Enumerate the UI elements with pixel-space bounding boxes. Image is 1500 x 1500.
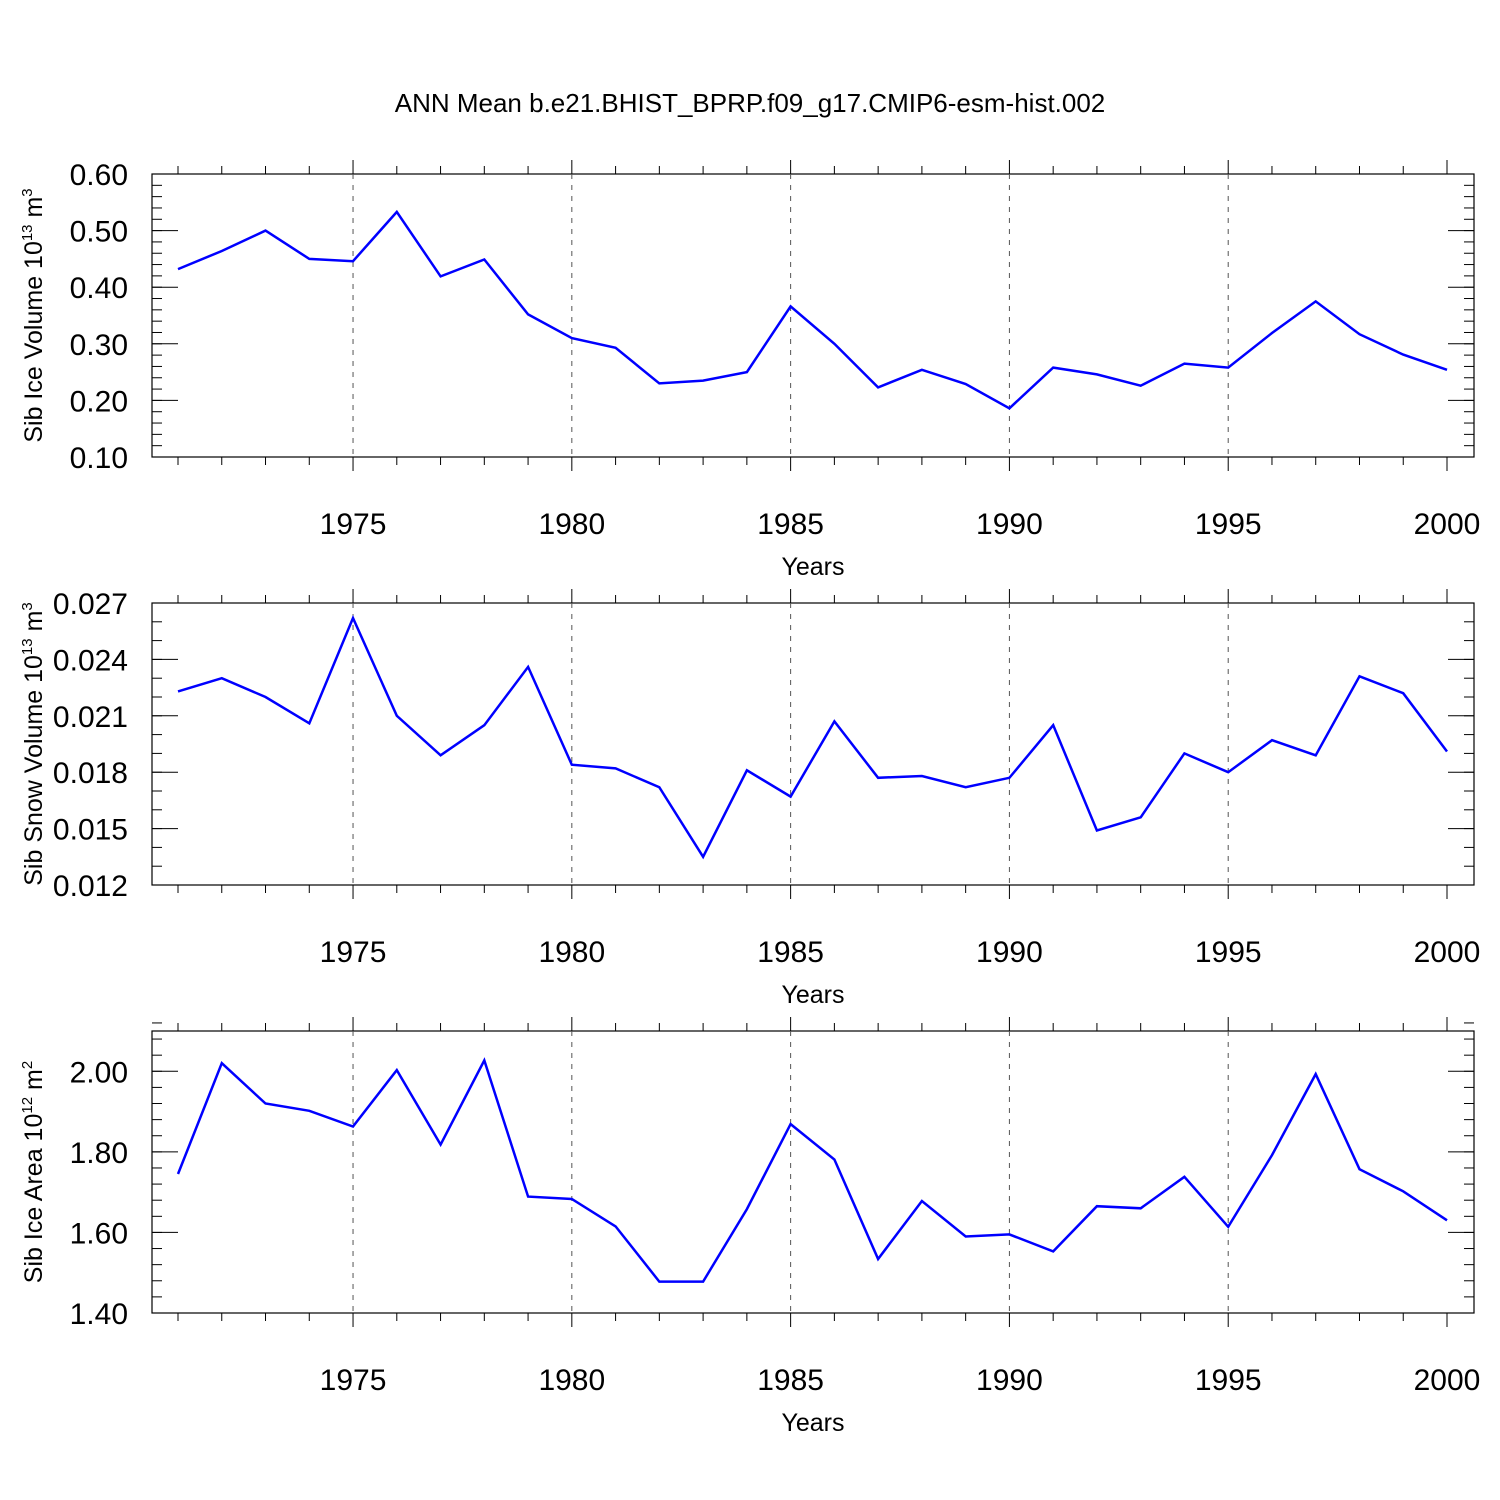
chart-panel-3: 1.40 1.60 1.80 2.00 1975 1980 1985 1990 1995 2000… <box>19 1017 1480 1437</box>
y-axis-label-part: m <box>20 1069 48 1097</box>
chart-panel-1: 0.10 0.20 0.30 0.40 0.50 0.60 1975 1980 1985 1990… <box>19 159 1480 581</box>
x-tick-label: 1985 <box>757 936 824 969</box>
y-tick-label: 0.10 <box>70 442 128 475</box>
chart-panel-2: 0.012 0.015 0.018 0.021 0.024 0.027 1975 1980 19… <box>19 588 1480 1009</box>
x-tick-label: 1975 <box>320 1364 387 1397</box>
y-axis-label-superscript: 13 <box>19 638 36 655</box>
y-tick-label: 0.027 <box>53 588 128 621</box>
y-tick-label: 0.50 <box>70 216 128 249</box>
x-tick-label: 2000 <box>1414 508 1481 541</box>
y-axis-label-part: Sib Snow Volume 10 <box>20 655 48 886</box>
y-axis-label: Sib Ice Volume 1013 m3 <box>19 188 48 442</box>
x-tick-label: 1975 <box>320 936 387 969</box>
x-tick-label: 1990 <box>976 1364 1043 1397</box>
y-tick-label: 0.015 <box>53 814 128 847</box>
y-tick-label: 0.60 <box>70 159 128 192</box>
y-tick-label: 1.60 <box>70 1217 128 1250</box>
x-tick-label: 1995 <box>1195 1364 1262 1397</box>
y-axis-label-part: Sib Ice Area 10 <box>20 1114 48 1284</box>
y-axis-label-superscript: 3 <box>19 602 36 610</box>
x-tick-label: 1980 <box>538 1364 605 1397</box>
plot-frame <box>151 173 1475 458</box>
x-tick-label: 2000 <box>1414 936 1481 969</box>
x-axis-label: Years <box>781 553 844 581</box>
y-tick-label: 1.80 <box>70 1137 128 1170</box>
x-tick-label: 2000 <box>1414 1364 1481 1397</box>
figure-title: ANN Mean b.e21.BHIST_BPRP.f09_g17.CMIP6-… <box>395 88 1106 118</box>
y-tick-label: 1.40 <box>70 1298 128 1331</box>
plot-frame <box>151 1030 1475 1314</box>
y-axis-label-part: m <box>20 611 48 639</box>
y-tick-label: 0.30 <box>70 329 128 362</box>
y-axis-label-superscript: 3 <box>19 188 36 196</box>
y-tick-label: 2.00 <box>70 1056 128 1089</box>
x-axis-label: Years <box>781 981 844 1009</box>
y-tick-label: 0.40 <box>70 272 128 305</box>
x-tick-label: 1990 <box>976 508 1043 541</box>
y-tick-label: 0.021 <box>53 701 128 734</box>
chart-panels: 0.10 0.20 0.30 0.40 0.50 0.60 1975 1980 1985 1990… <box>19 159 1480 1437</box>
y-tick-label: 0.012 <box>53 870 128 903</box>
y-axis-label: Sib Ice Area 1012 m2 <box>19 1061 48 1283</box>
y-axis-label-part: m <box>20 197 48 225</box>
x-tick-label: 1985 <box>757 1364 824 1397</box>
y-tick-label: 0.024 <box>53 644 128 677</box>
x-tick-label: 1995 <box>1195 508 1262 541</box>
y-axis-label-part: Sib Ice Volume 10 <box>20 241 48 443</box>
y-axis-label-superscript: 13 <box>19 224 36 241</box>
x-tick-label: 1995 <box>1195 936 1262 969</box>
y-tick-label: 0.20 <box>70 385 128 418</box>
y-axis-label-superscript: 12 <box>19 1097 36 1114</box>
x-tick-label: 1975 <box>320 508 387 541</box>
y-tick-label: 0.018 <box>53 757 128 790</box>
y-axis-label-superscript: 2 <box>19 1061 36 1069</box>
plot-frame <box>151 602 1475 886</box>
x-tick-label: 1990 <box>976 936 1043 969</box>
x-tick-label: 1985 <box>757 508 824 541</box>
x-tick-label: 1980 <box>538 508 605 541</box>
x-axis-label: Years <box>781 1409 844 1437</box>
y-axis-label: Sib Snow Volume 1013 m3 <box>19 602 48 886</box>
x-tick-label: 1980 <box>538 936 605 969</box>
series-line <box>176 1057 1448 1283</box>
series-line <box>177 614 1448 860</box>
series-line <box>177 209 1448 410</box>
